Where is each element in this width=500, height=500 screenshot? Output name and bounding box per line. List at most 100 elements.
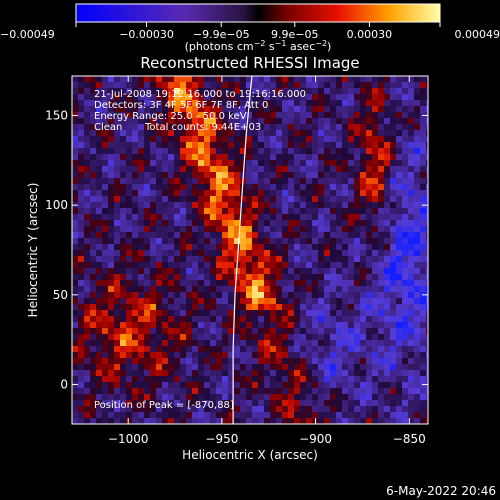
heatmap-cell (132, 394, 139, 401)
heatmap-cell (408, 124, 415, 131)
heatmap-cell (366, 160, 373, 167)
heatmap-cell (120, 154, 127, 161)
heatmap-cell (162, 178, 169, 185)
heatmap-cell (360, 172, 367, 179)
heatmap-cell (144, 178, 151, 185)
heatmap-cell (336, 154, 343, 161)
heatmap-cell (174, 82, 181, 89)
heatmap-cell (324, 124, 331, 131)
heatmap-cell (378, 394, 385, 401)
heatmap-cell (276, 76, 283, 83)
heatmap-cell (162, 400, 169, 407)
heatmap-cell (210, 262, 217, 269)
heatmap-cell (216, 160, 223, 167)
heatmap-cell (156, 322, 163, 329)
heatmap-cell (156, 286, 163, 293)
heatmap-cell (372, 322, 379, 329)
heatmap-cell (228, 256, 235, 263)
heatmap-cell (288, 202, 295, 209)
heatmap-cell (324, 352, 331, 359)
heatmap-cell (264, 316, 271, 323)
heatmap-cell (186, 136, 193, 143)
heatmap-cell (126, 142, 133, 149)
heatmap-cell (306, 412, 313, 419)
heatmap-cell (306, 250, 313, 257)
heatmap-cell (378, 250, 385, 257)
heatmap-cell (102, 292, 109, 299)
heatmap-cell (246, 148, 253, 155)
heatmap-cell (420, 394, 427, 401)
heatmap-cell (324, 334, 331, 341)
heatmap-cell (270, 172, 277, 179)
heatmap-cell (186, 340, 193, 347)
heatmap-cell (378, 184, 385, 191)
heatmap-cell (246, 172, 253, 179)
heatmap-cell (372, 388, 379, 395)
heatmap-cell (258, 226, 265, 233)
heatmap-cell (222, 268, 229, 275)
heatmap-cell (426, 400, 428, 407)
heatmap-cell (126, 346, 133, 353)
heatmap-cell (366, 382, 373, 389)
heatmap-cell (306, 244, 313, 251)
heatmap-cell (396, 388, 403, 395)
heatmap-cell (294, 286, 301, 293)
heatmap-cell (258, 286, 265, 293)
heatmap-cell (246, 400, 253, 407)
heatmap-cell (420, 124, 427, 131)
heatmap-cell (198, 88, 205, 95)
heatmap-cell (198, 322, 205, 329)
heatmap-cell (396, 250, 403, 257)
heatmap-cell (348, 166, 355, 173)
heatmap-cell (294, 322, 301, 329)
heatmap-cell (312, 412, 319, 419)
heatmap-cell (330, 298, 337, 305)
heatmap-cell (312, 316, 319, 323)
heatmap-cell (396, 358, 403, 365)
heatmap-cell (138, 262, 145, 269)
heatmap-cell (126, 214, 133, 221)
heatmap-cell (366, 262, 373, 269)
heatmap-cell (318, 208, 325, 215)
heatmap-cell (150, 100, 157, 107)
heatmap-cell (174, 352, 181, 359)
heatmap-cell (198, 262, 205, 269)
heatmap-cell (78, 382, 85, 389)
heatmap-cell (204, 148, 211, 155)
heatmap-cell (144, 232, 151, 239)
heatmap-cell (354, 184, 361, 191)
heatmap-cell (114, 346, 121, 353)
heatmap-cell (282, 250, 289, 257)
heatmap-cell (138, 232, 145, 239)
heatmap-cell (360, 226, 367, 233)
heatmap-cell (126, 328, 133, 335)
heatmap-cell (384, 274, 391, 281)
heatmap-cell (258, 220, 265, 227)
heatmap-cell (108, 358, 115, 365)
heatmap-cell (372, 190, 379, 197)
heatmap-cell (336, 370, 343, 377)
heatmap-cell (102, 154, 109, 161)
heatmap-cell (90, 142, 97, 149)
heatmap-cell (180, 190, 187, 197)
heatmap-cell (210, 94, 217, 101)
heatmap-cell (366, 406, 373, 413)
heatmap-cell (366, 112, 373, 119)
heatmap-cell (138, 220, 145, 227)
heatmap-cell (108, 94, 115, 101)
heatmap-cell (330, 178, 337, 185)
heatmap-cell (78, 310, 85, 317)
heatmap-cell (132, 196, 139, 203)
heatmap-cell (150, 280, 157, 287)
heatmap-cell (408, 364, 415, 371)
heatmap-cell (222, 406, 229, 413)
heatmap-cell (72, 196, 79, 203)
heatmap-cell (276, 274, 283, 281)
heatmap-cell (108, 286, 115, 293)
heatmap-cell (426, 244, 428, 251)
heatmap-cell (414, 334, 421, 341)
heatmap-cell (132, 184, 139, 191)
heatmap-cell (168, 94, 175, 101)
heatmap-cell (294, 214, 301, 221)
heatmap-cell (150, 232, 157, 239)
